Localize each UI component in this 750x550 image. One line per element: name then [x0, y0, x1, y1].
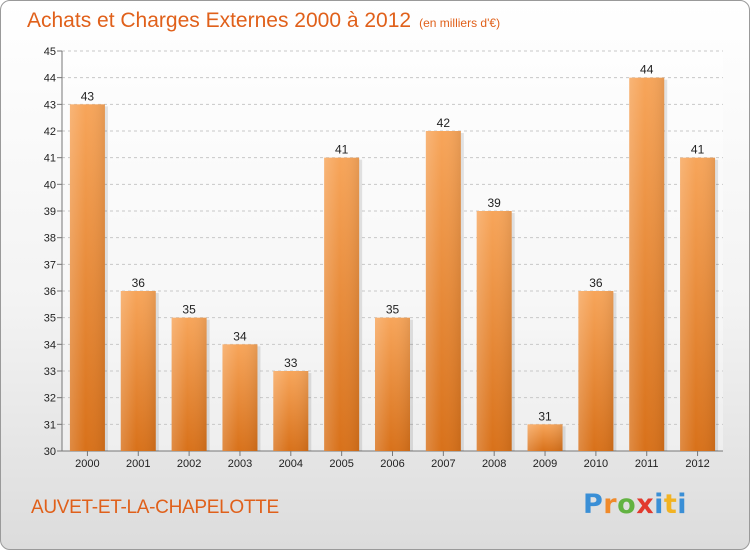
y-tick-label: 34 — [44, 339, 56, 351]
bar-highlight — [273, 371, 309, 451]
y-tick-label: 44 — [44, 73, 56, 85]
y-tick-label: 35 — [44, 313, 56, 325]
bar-2012 — [680, 157, 719, 451]
bar-highlight — [69, 104, 105, 451]
value-label: 44 — [640, 63, 654, 77]
bar-highlight — [375, 317, 410, 451]
x-tick-label: 2010 — [584, 458, 608, 470]
logo-letter: r — [603, 489, 618, 520]
value-label: 31 — [538, 409, 552, 423]
y-tick-label: 38 — [44, 233, 56, 245]
x-tick-label: 2001 — [126, 458, 150, 470]
logo-letter: i — [677, 489, 688, 520]
bar-highlight — [680, 157, 716, 451]
bar-2002 — [171, 317, 210, 451]
value-label: 34 — [233, 329, 247, 343]
chart-title: Achats et Charges Externes 2000 à 2012 (e… — [27, 9, 500, 33]
value-label: 35 — [182, 303, 196, 317]
x-tick-label: 2005 — [329, 458, 353, 470]
bar-2011 — [629, 77, 668, 452]
x-tick-label: 2002 — [177, 458, 201, 470]
value-label: 36 — [132, 276, 146, 290]
y-tick-label: 32 — [44, 393, 56, 405]
bar-2001 — [120, 291, 159, 451]
bar-2010 — [578, 291, 617, 451]
bar-highlight — [578, 291, 614, 451]
bar-2006 — [375, 317, 413, 451]
logo-letter: t — [663, 489, 678, 520]
bar-2007 — [425, 131, 464, 451]
proxiti-logo: Proxiti — [583, 489, 687, 520]
chart-unit: (en milliers d'€) — [419, 16, 501, 30]
value-label: 39 — [488, 196, 502, 210]
x-tick-label: 2011 — [635, 458, 659, 470]
value-label: 41 — [335, 143, 349, 157]
y-tick-label: 39 — [44, 206, 56, 218]
value-label: 43 — [81, 89, 95, 103]
chart-title-text: Achats et Charges Externes 2000 à 2012 — [27, 9, 412, 32]
labels: 43 36 35 34 33 41 35 42 39 31 36 44 41 — [81, 63, 705, 424]
bar-highlight — [629, 77, 665, 452]
y-tick-label: 30 — [44, 446, 56, 458]
value-label: 35 — [386, 303, 400, 317]
y-tick-label: 41 — [44, 153, 56, 165]
value-label: 41 — [691, 143, 705, 157]
x-tick-label: 2012 — [685, 458, 709, 470]
x-tick-label: 2000 — [75, 458, 99, 470]
bar-2008 — [476, 211, 515, 451]
x-tick-label: 2009 — [533, 458, 557, 470]
y-tick-label: 36 — [44, 286, 56, 298]
bar-highlight — [324, 157, 360, 451]
logo-letter: x — [636, 489, 655, 520]
x-tick-label: 2004 — [279, 458, 303, 470]
bar-highlight — [222, 344, 258, 451]
bar-highlight — [476, 211, 512, 451]
y-tick-label: 31 — [44, 419, 56, 431]
x-tick-label: 2003 — [228, 458, 252, 470]
logo-letter: o — [617, 489, 637, 520]
bar-highlight — [425, 131, 461, 451]
y-tick-label: 42 — [44, 126, 56, 138]
logo-letter: P — [583, 489, 604, 520]
bar-2003 — [222, 344, 261, 451]
city-name: AUVET-ET-LA-CHAPELOTTE — [31, 497, 279, 518]
logo-letter: i — [654, 489, 664, 520]
bar-2000 — [69, 104, 108, 451]
y-tick-label: 45 — [44, 46, 56, 58]
value-label: 33 — [284, 356, 298, 370]
bar-highlight — [527, 424, 563, 451]
bar-highlight — [171, 317, 207, 451]
x-tick-label: 2007 — [431, 458, 455, 470]
bar-2004 — [273, 371, 312, 451]
y-tick-label: 43 — [44, 99, 56, 111]
bars — [69, 77, 719, 452]
bar-highlight — [120, 291, 156, 451]
value-label: 36 — [589, 276, 603, 290]
bar-2005 — [324, 157, 363, 451]
bar-2009 — [527, 424, 566, 451]
y-tick-label: 37 — [44, 259, 56, 271]
x-tick-label: 2008 — [482, 458, 506, 470]
y-tick-label: 40 — [44, 179, 56, 191]
x-tick-label: 2006 — [380, 458, 404, 470]
value-label: 42 — [437, 116, 451, 130]
y-tick-label: 33 — [44, 366, 56, 378]
